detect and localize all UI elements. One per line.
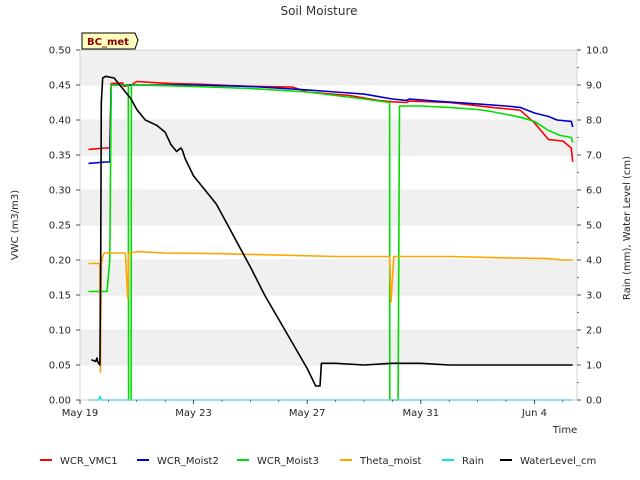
y2-tick-label: 4.0	[586, 256, 602, 267]
y-axis-title: VWC (m3/m3)	[10, 190, 21, 260]
background-band	[80, 330, 577, 365]
background-band	[80, 225, 577, 260]
y-tick-label: 0.15	[49, 291, 71, 302]
y-tick-label: 0.10	[49, 326, 71, 337]
y2-tick-label: 0.0	[586, 396, 602, 407]
background-band	[80, 295, 577, 330]
y2-tick-label: 7.0	[586, 151, 602, 162]
y2-tick-label: 9.0	[586, 81, 602, 92]
x-axis-title: Time	[552, 425, 577, 436]
background-band	[80, 155, 577, 190]
x-tick-label: May 23	[175, 408, 212, 419]
x-tick-label: Jun 4	[521, 408, 547, 419]
series-line-theta-moist	[88, 250, 573, 373]
legend-label: Theta_moist	[359, 456, 421, 467]
x-axis-ticks: May 19 May 23 May 27 May 31 Jun 4	[62, 400, 564, 419]
y-tick-label: 0.50	[49, 46, 71, 57]
background-band	[80, 365, 577, 400]
y2-tick-label: 6.0	[586, 186, 602, 197]
y2-axis-ticks: 0.0 1.0 2.0 3.0 4.0 5.0 6.0 7.0 8.0 9.0 10.0	[577, 46, 608, 407]
y2-tick-label: 1.0	[586, 361, 602, 372]
legend-label: WCR_Moist3	[257, 456, 319, 467]
y-tick-label: 0.40	[49, 116, 71, 127]
chart-title: Soil Moisture	[280, 4, 357, 18]
y2-tick-label: 8.0	[586, 116, 602, 127]
x-tick-label: May 27	[289, 408, 326, 419]
y-tick-label: 0.35	[49, 151, 71, 162]
legend-label: WaterLevel_cm	[520, 456, 596, 467]
y-tick-label: 0.00	[49, 396, 71, 407]
x-tick-label: May 19	[62, 408, 99, 419]
y-tick-label: 0.05	[49, 361, 71, 372]
background-band	[80, 260, 577, 295]
background-band	[80, 190, 577, 225]
site-label-background	[81, 32, 139, 50]
y-axis-ticks: 0.00 0.05 0.10 0.15 0.20 0.25 0.30 0.35 0.40 0.45…	[49, 46, 80, 407]
legend: WCR_VMC1 WCR_Moist2 WCR_Moist3 Theta_moist R…	[40, 456, 596, 467]
y-tick-label: 0.25	[49, 221, 71, 232]
site-label: BC_met	[87, 37, 129, 48]
legend-label: WCR_Moist2	[157, 456, 219, 467]
y2-tick-label: 3.0	[586, 291, 602, 302]
series-line-waterlevel-cm	[91, 75, 573, 387]
background-bands	[80, 50, 577, 400]
y2-tick-label: 2.0	[586, 326, 602, 337]
background-band	[80, 50, 577, 85]
y2-tick-label: 5.0	[586, 221, 602, 232]
y-tick-label: 0.20	[49, 256, 71, 267]
y-tick-label: 0.30	[49, 186, 71, 197]
background-band	[80, 85, 577, 120]
legend-label: Rain	[462, 456, 484, 467]
background-band	[80, 120, 577, 155]
legend-label: WCR_VMC1	[60, 456, 118, 467]
y2-tick-label: 10.0	[586, 46, 608, 57]
y2-axis-title: Rain (mm), Water Level (cm)	[622, 156, 633, 300]
y-tick-label: 0.45	[49, 81, 71, 92]
x-tick-label: May 31	[403, 408, 440, 419]
site-label-box: BC_met	[81, 32, 139, 50]
